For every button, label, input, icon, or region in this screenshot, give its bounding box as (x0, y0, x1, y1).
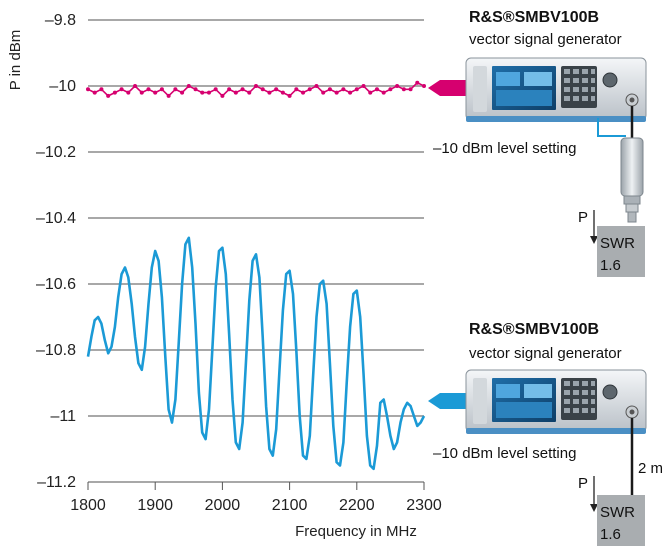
data-point (106, 93, 111, 98)
data-point (133, 84, 138, 88)
data-point (348, 90, 353, 95)
data-point (86, 87, 90, 92)
y-tick-label: –10.6 (36, 276, 76, 293)
data-point (415, 80, 420, 85)
signal-generator-icon (465, 369, 647, 434)
data-point (395, 84, 400, 88)
data-point (119, 87, 124, 92)
data-point (327, 87, 332, 92)
data-point (186, 84, 191, 88)
x-tick-labels: 1800 1900 2000 2100 2200 2300 (70, 482, 442, 514)
data-point (381, 90, 386, 95)
setup-bottom: R&S®SMBV100B vector signal generator 2 m… (433, 321, 663, 546)
x-tick-label: 1900 (137, 497, 173, 514)
series-line-1 (86, 236, 426, 471)
y-tick-label: –10.8 (36, 342, 76, 359)
data-point (334, 90, 339, 95)
arrow-down-icon (590, 210, 598, 244)
swr-label: SWR (600, 504, 635, 521)
data-point (240, 87, 245, 92)
cable-length: 2 m (638, 460, 663, 477)
data-point (173, 87, 178, 92)
data-point (388, 87, 393, 92)
x-tick-label: 2300 (406, 497, 442, 514)
level-note: –10 dBm level setting (433, 140, 576, 157)
data-point (220, 93, 225, 98)
data-point (408, 87, 413, 92)
swr-value: 1.6 (600, 526, 621, 543)
x-tick-label: 2200 (339, 497, 375, 514)
data-point (139, 90, 144, 95)
generator-subtitle: vector signal generator (469, 31, 622, 48)
data-point (112, 90, 117, 95)
data-point (301, 90, 306, 95)
data-point (153, 90, 158, 95)
data-point (361, 84, 366, 88)
cable-icon (597, 118, 626, 137)
data-point (193, 87, 198, 92)
data-point (321, 90, 326, 95)
y-tick-label: –9.8 (45, 12, 76, 29)
data-point (254, 84, 258, 88)
x-tick-label: 2100 (272, 497, 308, 514)
data-point (341, 87, 346, 92)
data-point (180, 90, 185, 95)
data-point (227, 87, 232, 92)
x-tick-label: 2000 (205, 497, 241, 514)
power-sensor-icon (620, 137, 644, 223)
data-point (374, 87, 379, 92)
data-point (280, 90, 285, 95)
data-point (213, 87, 218, 92)
data-point (307, 87, 312, 92)
y-tick-label: –10 (49, 78, 76, 95)
swr-value: 1.6 (600, 257, 621, 274)
signal-generator-icon (465, 57, 647, 122)
generator-subtitle: vector signal generator (469, 345, 622, 362)
arrow-down-icon (590, 476, 598, 512)
y-tick-label: –10.4 (36, 210, 76, 227)
data-point (159, 87, 164, 92)
level-note: –10 dBm level setting (433, 445, 576, 462)
data-point (294, 87, 299, 92)
data-point (422, 84, 426, 88)
y-axis-title: P in dBm (7, 30, 24, 91)
power-label: P (578, 475, 588, 492)
x-axis-title: Frequency in MHz (295, 523, 417, 540)
data-point (260, 87, 265, 92)
magenta-arrow-icon (428, 80, 476, 96)
data-point (247, 90, 252, 95)
data-series (86, 80, 426, 471)
swr-label: SWR (600, 235, 635, 252)
generator-title: R&S®SMBV100B (469, 9, 599, 26)
data-point (233, 90, 238, 95)
data-point (146, 87, 151, 92)
data-point (314, 84, 319, 88)
y-tick-label: –11 (50, 408, 76, 425)
data-point (166, 93, 171, 98)
power-label: P (578, 209, 588, 226)
data-point (126, 90, 131, 95)
y-tick-label: –10.2 (36, 144, 76, 161)
setup-top: R&S®SMBV100B vector signal generator (433, 9, 647, 277)
swr-badge (597, 226, 645, 277)
data-point (401, 87, 406, 92)
data-point (200, 90, 205, 95)
data-point (92, 90, 97, 95)
swr-badge (597, 495, 645, 546)
data-point (354, 87, 359, 92)
data-point (99, 87, 104, 92)
data-point (368, 90, 373, 95)
data-point (287, 93, 292, 98)
generator-title: R&S®SMBV100B (469, 321, 599, 338)
x-tick-label: 1800 (70, 497, 106, 514)
data-point (267, 90, 272, 95)
data-point (274, 87, 279, 92)
y-tick-labels: –9.8 –10 –10.2 –10.4 –10.6 –10.8 –11 –11.2 (36, 12, 76, 491)
blue-arrow-icon (428, 393, 476, 409)
data-point (206, 90, 211, 95)
y-tick-label: –11.2 (37, 474, 76, 491)
